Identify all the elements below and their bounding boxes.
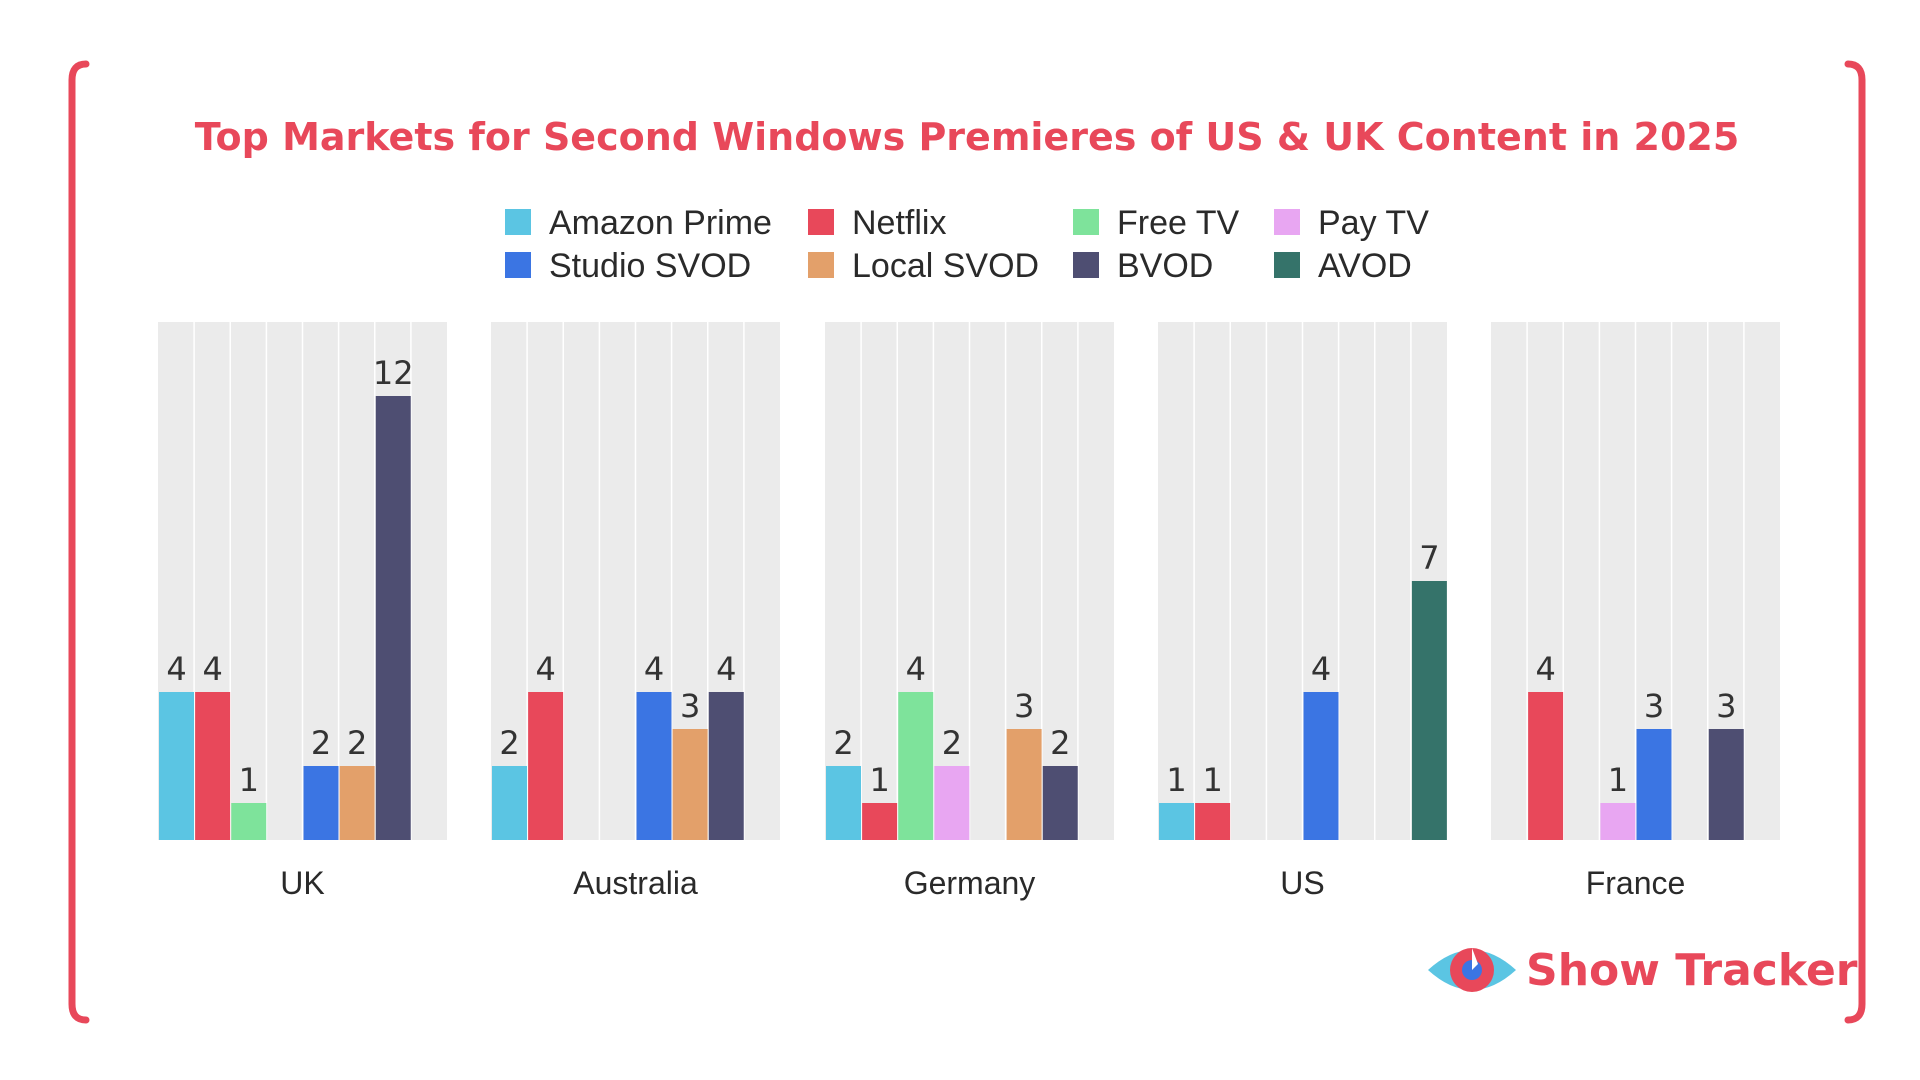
bar-germany-pay-tv (934, 766, 970, 840)
data-label-us-netflix: 1 (1202, 761, 1222, 799)
bar-france-pay-tv (1600, 803, 1636, 840)
bar-france-studio-svod (1636, 729, 1672, 840)
bar-uk-studio-svod (303, 766, 339, 840)
data-label-uk-netflix: 4 (202, 650, 222, 688)
bar-germany-local-svod (1006, 729, 1042, 840)
bar-uk-local-svod (339, 766, 375, 840)
bar-uk-free-tv (231, 803, 267, 840)
bar-germany-netflix (862, 803, 898, 840)
legend-label-studio-svod: Studio SVOD (549, 247, 751, 285)
data-label-australia-bvod: 4 (716, 650, 736, 688)
bar-australia-amazon-prime (492, 766, 527, 840)
left-bracket (68, 60, 90, 1024)
data-label-uk-studio-svod: 2 (311, 724, 331, 762)
right-bracket (1844, 60, 1866, 1024)
category-label-us: US (1280, 865, 1324, 901)
data-label-australia-amazon-prime: 2 (499, 724, 519, 762)
bar-australia-netflix (528, 692, 564, 840)
legend-label-free-tv: Free TV (1117, 204, 1240, 242)
bar-uk-netflix (195, 692, 231, 840)
legend-swatch-pay-tv (1274, 209, 1300, 235)
data-label-australia-studio-svod: 4 (644, 650, 664, 688)
legend-label-bvod: BVOD (1117, 247, 1213, 285)
data-label-france-studio-svod: 3 (1644, 687, 1664, 725)
legend-swatch-bvod (1073, 252, 1099, 278)
legend-swatch-amazon-prime (505, 209, 531, 235)
chart-legend: Amazon Prime Netflix Free TV Pay TV Studio S… (505, 204, 1429, 285)
category-label-germany: Germany (904, 865, 1036, 901)
legend-swatch-netflix (808, 209, 834, 235)
data-label-australia-local-svod: 3 (680, 687, 700, 725)
data-label-uk-bvod: 12 (373, 354, 414, 392)
bar-australia-local-svod (672, 729, 708, 840)
bar-germany-amazon-prime (826, 766, 861, 840)
legend-swatch-avod (1274, 252, 1300, 278)
bar-us-studio-svod (1303, 692, 1339, 840)
bar-germany-free-tv (898, 692, 934, 840)
bar-us-netflix (1195, 803, 1231, 840)
data-label-france-bvod: 3 (1716, 687, 1736, 725)
data-label-us-avod: 7 (1419, 539, 1439, 577)
data-label-germany-free-tv: 4 (906, 650, 926, 688)
chart-title: Top Markets for Second Windows Premieres… (195, 115, 1740, 159)
data-label-germany-netflix: 1 (869, 761, 889, 799)
legend-label-avod: AVOD (1318, 247, 1412, 285)
category-label-australia: Australia (573, 865, 698, 901)
data-label-us-studio-svod: 4 (1311, 650, 1331, 688)
legend-swatch-free-tv (1073, 209, 1099, 235)
data-label-germany-amazon-prime: 2 (833, 724, 853, 762)
logo-text: Show Tracker (1526, 945, 1858, 996)
bar-france-bvod (1708, 729, 1744, 840)
show-tracker-logo: Show Tracker (1428, 945, 1858, 996)
data-label-france-pay-tv: 1 (1608, 761, 1628, 799)
data-label-germany-bvod: 2 (1050, 724, 1070, 762)
data-label-germany-pay-tv: 2 (942, 724, 962, 762)
bar-us-amazon-prime (1159, 803, 1194, 840)
bar-australia-studio-svod (636, 692, 672, 840)
legend-label-pay-tv: Pay TV (1318, 204, 1429, 242)
legend-swatch-studio-svod (505, 252, 531, 278)
data-label-uk-amazon-prime: 4 (166, 650, 186, 688)
bar-us-avod (1411, 581, 1447, 840)
bar-uk-amazon-prime (159, 692, 194, 840)
data-label-france-netflix: 4 (1535, 650, 1555, 688)
legend-swatch-local-svod (808, 252, 834, 278)
eye-icon (1428, 948, 1516, 992)
data-label-germany-local-svod: 3 (1014, 687, 1034, 725)
bar-france-netflix (1528, 692, 1564, 840)
legend-label-amazon-prime: Amazon Prime (549, 204, 772, 242)
bar-germany-bvod (1042, 766, 1078, 840)
data-label-australia-netflix: 4 (535, 650, 555, 688)
legend-label-netflix: Netflix (852, 204, 946, 242)
data-label-uk-free-tv: 1 (239, 761, 259, 799)
data-label-uk-local-svod: 2 (347, 724, 367, 762)
category-label-uk: UK (280, 865, 324, 901)
category-label-france: France (1586, 865, 1686, 901)
data-label-us-amazon-prime: 1 (1166, 761, 1186, 799)
bar-australia-bvod (708, 692, 744, 840)
legend-label-local-svod: Local SVOD (852, 247, 1039, 285)
panel-us: 1 1 4 7 US (1158, 322, 1447, 901)
bar-uk-bvod (375, 396, 411, 840)
